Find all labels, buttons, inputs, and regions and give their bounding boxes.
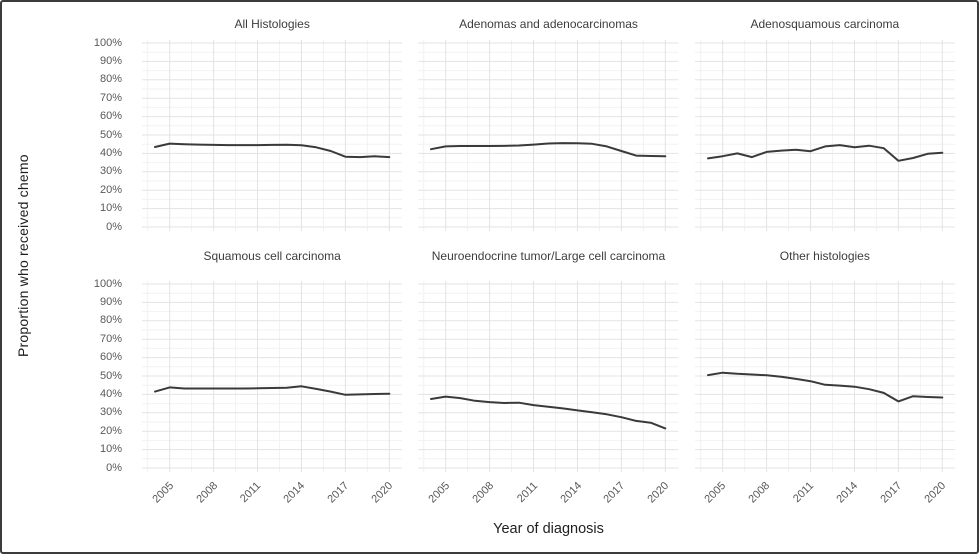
y-tick-label: 80% <box>99 73 122 86</box>
y-tick-label: 100% <box>93 36 122 49</box>
y-tick-label: 0% <box>106 220 122 233</box>
y-tick-label: 50% <box>99 128 122 141</box>
panel-title-squamous: Squamous cell carcinoma <box>203 249 341 263</box>
y-tick-label: 60% <box>99 110 122 123</box>
x-tick-label: 2014 <box>558 479 584 506</box>
y-axis-title: Proportion who received chemo <box>15 154 31 358</box>
trend-line <box>706 144 943 162</box>
y-tick-label: 80% <box>99 314 122 327</box>
x-tick-label: 2014 <box>834 479 861 506</box>
y-tick-label: 90% <box>99 295 122 308</box>
x-axis-ticks-col-1: 2005 2008 2011 2014 2017 2020 <box>142 472 402 512</box>
panel-title-adenomas: Adenomas and adenocarcinomas <box>459 17 638 31</box>
panel-other <box>694 281 955 472</box>
x-axis-ticks-col-2: 2005 2008 2011 2014 2017 2020 <box>418 472 678 512</box>
y-tick-label: 10% <box>99 202 122 215</box>
y-tick-label: 30% <box>99 406 122 419</box>
line-plot-all-histologies <box>142 40 403 231</box>
line-plot-neuroendocrine <box>418 281 679 472</box>
x-tick-label: 2020 <box>369 479 396 506</box>
y-tick-label: 10% <box>99 443 122 456</box>
line-plot-squamous <box>142 281 403 472</box>
y-tick-label: 50% <box>99 369 122 382</box>
trend-line <box>154 142 391 159</box>
x-tick-label: 2017 <box>325 479 352 506</box>
x-tick-label: 2005 <box>702 479 729 506</box>
x-tick-label: 2020 <box>922 479 948 506</box>
y-tick-label: 70% <box>99 91 122 104</box>
facet-grid: Proportion who received chemo All Histol… <box>10 8 955 548</box>
y-tick-label: 100% <box>93 277 122 290</box>
y-tick-label: 90% <box>99 54 122 67</box>
y-tick-label: 0% <box>106 461 122 474</box>
line-plot-other <box>694 281 955 472</box>
panel-title-all-histologies: All Histologies <box>234 17 310 31</box>
trend-line <box>706 371 943 403</box>
x-axis-title: Year of diagnosis <box>493 521 604 537</box>
x-tick-label: 2008 <box>193 479 220 506</box>
trend-line <box>154 385 391 396</box>
x-tick-label: 2005 <box>150 479 176 506</box>
y-tick-label: 20% <box>99 183 122 196</box>
x-tick-label: 2017 <box>601 479 628 506</box>
y-tick-label: 30% <box>99 165 122 178</box>
panel-adenomas <box>418 40 679 231</box>
trend-line <box>430 395 667 430</box>
line-plot-adenosquamous <box>694 40 955 231</box>
y-tick-label: 70% <box>99 332 122 345</box>
x-tick-label: 2020 <box>645 479 672 506</box>
x-tick-label: 2008 <box>470 479 497 506</box>
panel-adenosquamous <box>694 40 955 231</box>
panel-title-adenosquamous: Adenosquamous carcinoma <box>750 17 900 31</box>
y-axis-ticks-bottom-row: 0% 10% 20% 30% 40% 50% 60% 70% 80% 90% 100% <box>52 277 126 474</box>
x-tick-label: 2017 <box>878 479 905 506</box>
x-tick-label: 2005 <box>426 479 453 506</box>
x-axis-ticks-col-3: 2005 2008 2011 2014 2017 2020 <box>695 472 955 512</box>
y-tick-label: 40% <box>99 146 122 159</box>
panel-title-other: Other histologies <box>779 249 870 263</box>
y-tick-label: 60% <box>99 351 122 364</box>
x-tick-label: 2014 <box>281 479 308 506</box>
panel-all-histologies <box>142 40 403 231</box>
y-tick-label: 40% <box>99 387 122 400</box>
x-tick-label: 2011 <box>514 479 540 505</box>
panel-title-neuroendocrine: Neuroendocrine tumor/Large cell carcinom… <box>431 249 666 263</box>
line-plot-adenomas <box>418 40 679 231</box>
y-axis-ticks-top-row: 0% 10% 20% 30% 40% 50% 60% 70% 80% 90% 100% <box>52 36 126 233</box>
x-tick-label: 2011 <box>791 479 817 505</box>
panel-squamous <box>142 281 403 472</box>
x-tick-label: 2008 <box>746 479 773 506</box>
x-tick-label: 2011 <box>238 479 264 505</box>
trend-line <box>430 142 667 158</box>
panel-neuroendocrine <box>418 281 679 472</box>
y-tick-label: 20% <box>99 424 122 437</box>
